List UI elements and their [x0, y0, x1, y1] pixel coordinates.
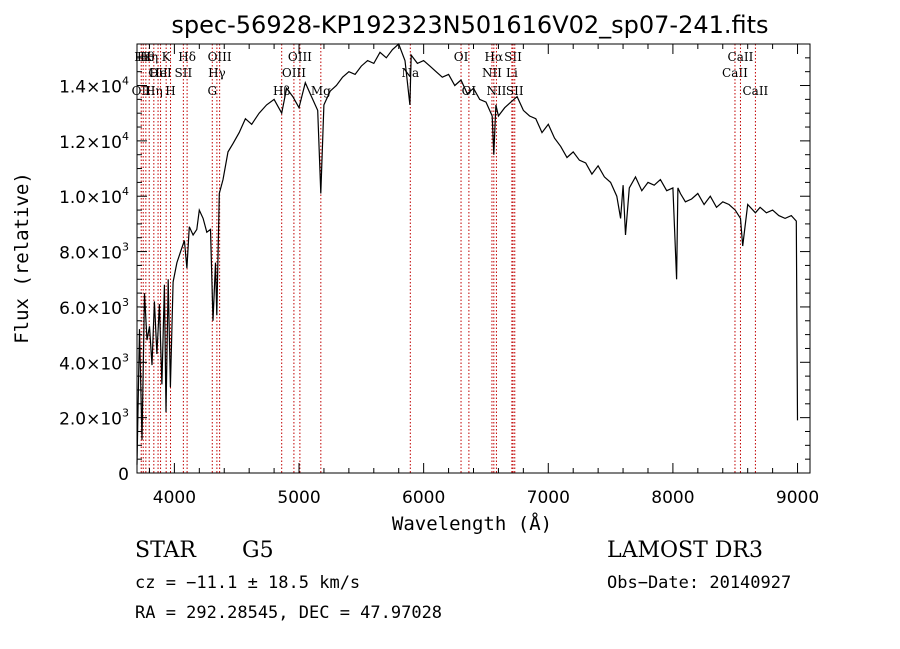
line-marker-label: Hδ: [178, 50, 196, 64]
x-tick-label: 8000: [651, 488, 694, 508]
line-marker-label: OII: [148, 66, 168, 80]
line-marker-label: Hβ: [273, 84, 290, 98]
line-marker-label: Hα: [485, 50, 504, 64]
line-marker-label: NII: [486, 84, 506, 98]
line-marker-label: CaII: [728, 50, 754, 64]
line-marker-label: K: [162, 50, 172, 64]
line-marker-label: OIII: [282, 66, 306, 80]
line-marker-label: OIII: [208, 50, 232, 64]
axis-ticks: 4000 5000 6000 7000 8000 9000 0 2.0×103 4.0×103 6…: [59, 44, 819, 508]
coordinates: RA = 292.28545, DEC = 47.97028: [135, 603, 443, 623]
line-marker-label: SII: [504, 50, 522, 64]
line-marker-label: G: [207, 84, 217, 98]
redshift-value: cz = −11.1 ± 18.5 km/s: [135, 573, 361, 593]
y-tick-label: 0: [118, 465, 129, 485]
x-tick-label: 9000: [776, 488, 819, 508]
line-marker-label: OIII: [288, 50, 312, 64]
y-tick-label: 8.0×103: [59, 241, 129, 264]
line-marker-label: SII: [175, 66, 193, 80]
line-marker-label: Hκ: [134, 50, 152, 64]
line-marker-label: OI: [454, 50, 469, 64]
line-marker-label: NII: [482, 66, 502, 80]
y-tick-label: 1.4×104: [59, 75, 129, 98]
line-marker-label: Mg: [311, 84, 331, 98]
line-marker-label: Hγ: [208, 66, 226, 80]
line-marker-label: Li: [506, 66, 518, 80]
survey-name: LAMOST DR3: [607, 538, 763, 563]
line-marker-label: SII: [506, 84, 524, 98]
y-axis-label: Flux (relative): [11, 172, 33, 344]
y-tick-label: 1.2×104: [59, 130, 129, 153]
plot-frame: [136, 43, 811, 474]
x-tick-label: 6000: [402, 488, 445, 508]
line-marker-label: H: [165, 84, 175, 98]
observation-date: Obs−Date: 20140927: [607, 573, 792, 593]
line-marker-label: CaII: [742, 84, 768, 98]
x-tick-label: 5000: [277, 488, 320, 508]
line-marker-label: Hη: [140, 50, 158, 64]
line-marker-label: CaII: [722, 66, 748, 80]
line-marker-label: Hη: [145, 84, 163, 98]
object-subclass: G5: [242, 538, 274, 563]
y-tick-label: 6.0×103: [59, 296, 129, 319]
x-tick-label: 7000: [527, 488, 570, 508]
line-markers: OIIHκHθHηHηOIIHeIKHSIIHδGHγOIIIHβOIIIOII…: [132, 44, 769, 473]
line-marker-label: OI: [462, 84, 477, 98]
y-tick-label: 2.0×103: [59, 407, 129, 430]
x-tick-label: 4000: [153, 488, 196, 508]
object-class: STAR: [135, 538, 196, 563]
line-marker-label: HeI: [149, 66, 172, 80]
line-marker-label: Hθ: [137, 50, 155, 64]
x-axis-label: Wavelength (Å): [392, 512, 552, 535]
y-tick-label: 1.0×104: [59, 185, 129, 208]
y-tick-label: 4.0×103: [59, 351, 129, 374]
chart-title: spec-56928-KP192323N501616V02_sp07-241.f…: [171, 11, 768, 39]
spectrum-flux-line: [136, 42, 799, 465]
